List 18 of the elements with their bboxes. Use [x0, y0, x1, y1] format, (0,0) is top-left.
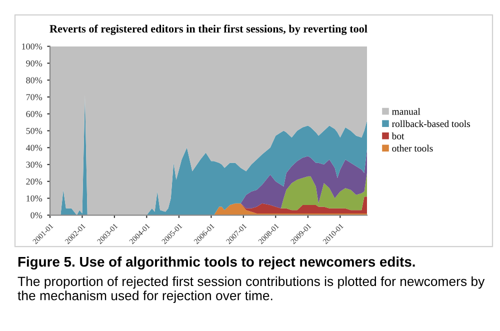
y-tick-label: 90%	[26, 60, 42, 66]
caption: Figure 5. Use of algorithmic tools to reject newcomers edits.	[18, 256, 415, 270]
y-tick-label: 100%	[22, 43, 42, 50]
chart-title: Reverts of registered editors in their first sessions, by reverting tool	[50, 24, 368, 35]
y-tick-label: 30%	[26, 162, 42, 168]
y-tick-label: 70%	[26, 94, 42, 100]
text: The proportion of rejected first session contributions is plotted for newcomers by the mechanism used for rejection over time.	[18, 276, 485, 303]
y-tick-label: 40%	[26, 144, 42, 151]
y-tick-label: 50%	[26, 128, 42, 134]
legend-label: other tools	[392, 144, 433, 152]
legend-label: bot	[392, 132, 404, 140]
y-tick-label: 20%	[26, 178, 42, 185]
y-tick-label: 60%	[26, 110, 42, 118]
y-tick-label: 10%	[26, 195, 42, 202]
legend-label: manual	[392, 108, 420, 115]
y-tick-label: 0%	[30, 212, 42, 218]
y-tick-label: 80%	[26, 77, 42, 84]
legend-label: rollback-based tools	[392, 120, 470, 128]
